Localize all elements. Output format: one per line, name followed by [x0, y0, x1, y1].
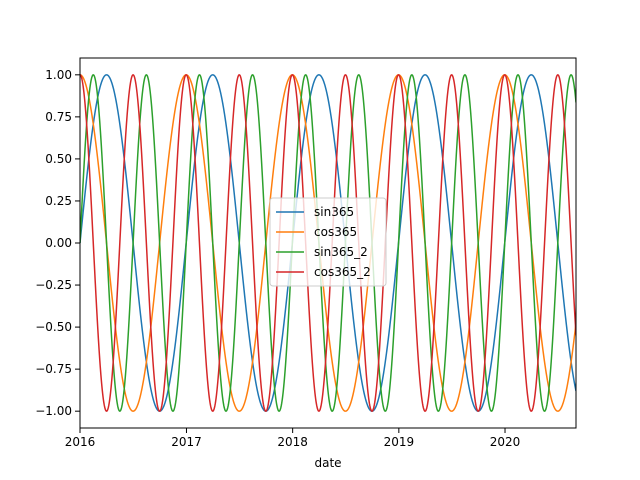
y-tick-label: −1.00: [35, 404, 72, 418]
y-tick-label: 0.00: [45, 236, 72, 250]
series-line-sin365_2: [80, 74, 576, 412]
legend-label-cos365_2: cos365_2: [314, 265, 371, 279]
plot-area: [79, 57, 577, 429]
y-tick-label: 0.50: [45, 152, 72, 166]
x-tick-label: 2020: [490, 435, 521, 449]
legend-box: [269, 197, 387, 287]
legend-label-sin365: sin365: [314, 205, 354, 219]
legend-label-sin365_2: sin365_2: [314, 245, 368, 259]
legend-label-cos365: cos365: [314, 225, 357, 239]
x-axis: 2016 2017 2018 2019 2020: [65, 428, 521, 449]
y-tick-label: −0.75: [35, 362, 72, 376]
series-line-sin365: [80, 74, 576, 412]
y-tick-label: 0.25: [45, 194, 72, 208]
x-tick-label: 2018: [277, 435, 308, 449]
y-axis: 1.00 0.75 0.50 0.25 0.00 −0.25 −0.50 −0.75 −1.00: [35, 68, 80, 418]
x-axis-label: date: [314, 456, 341, 470]
x-tick-label: 2019: [384, 435, 415, 449]
y-tick-label: 1.00: [45, 68, 72, 82]
x-tick-label: 2016: [65, 435, 96, 449]
y-tick-label: −0.25: [35, 278, 72, 292]
series-line-cos365_2: [80, 74, 576, 412]
series-layer: [80, 74, 576, 412]
y-tick-label: −0.50: [35, 320, 72, 334]
x-tick-label: 2017: [171, 435, 202, 449]
y-tick-label: 0.75: [45, 110, 72, 124]
legend: sin365 cos365 sin365_2 cos365_2: [269, 197, 387, 287]
